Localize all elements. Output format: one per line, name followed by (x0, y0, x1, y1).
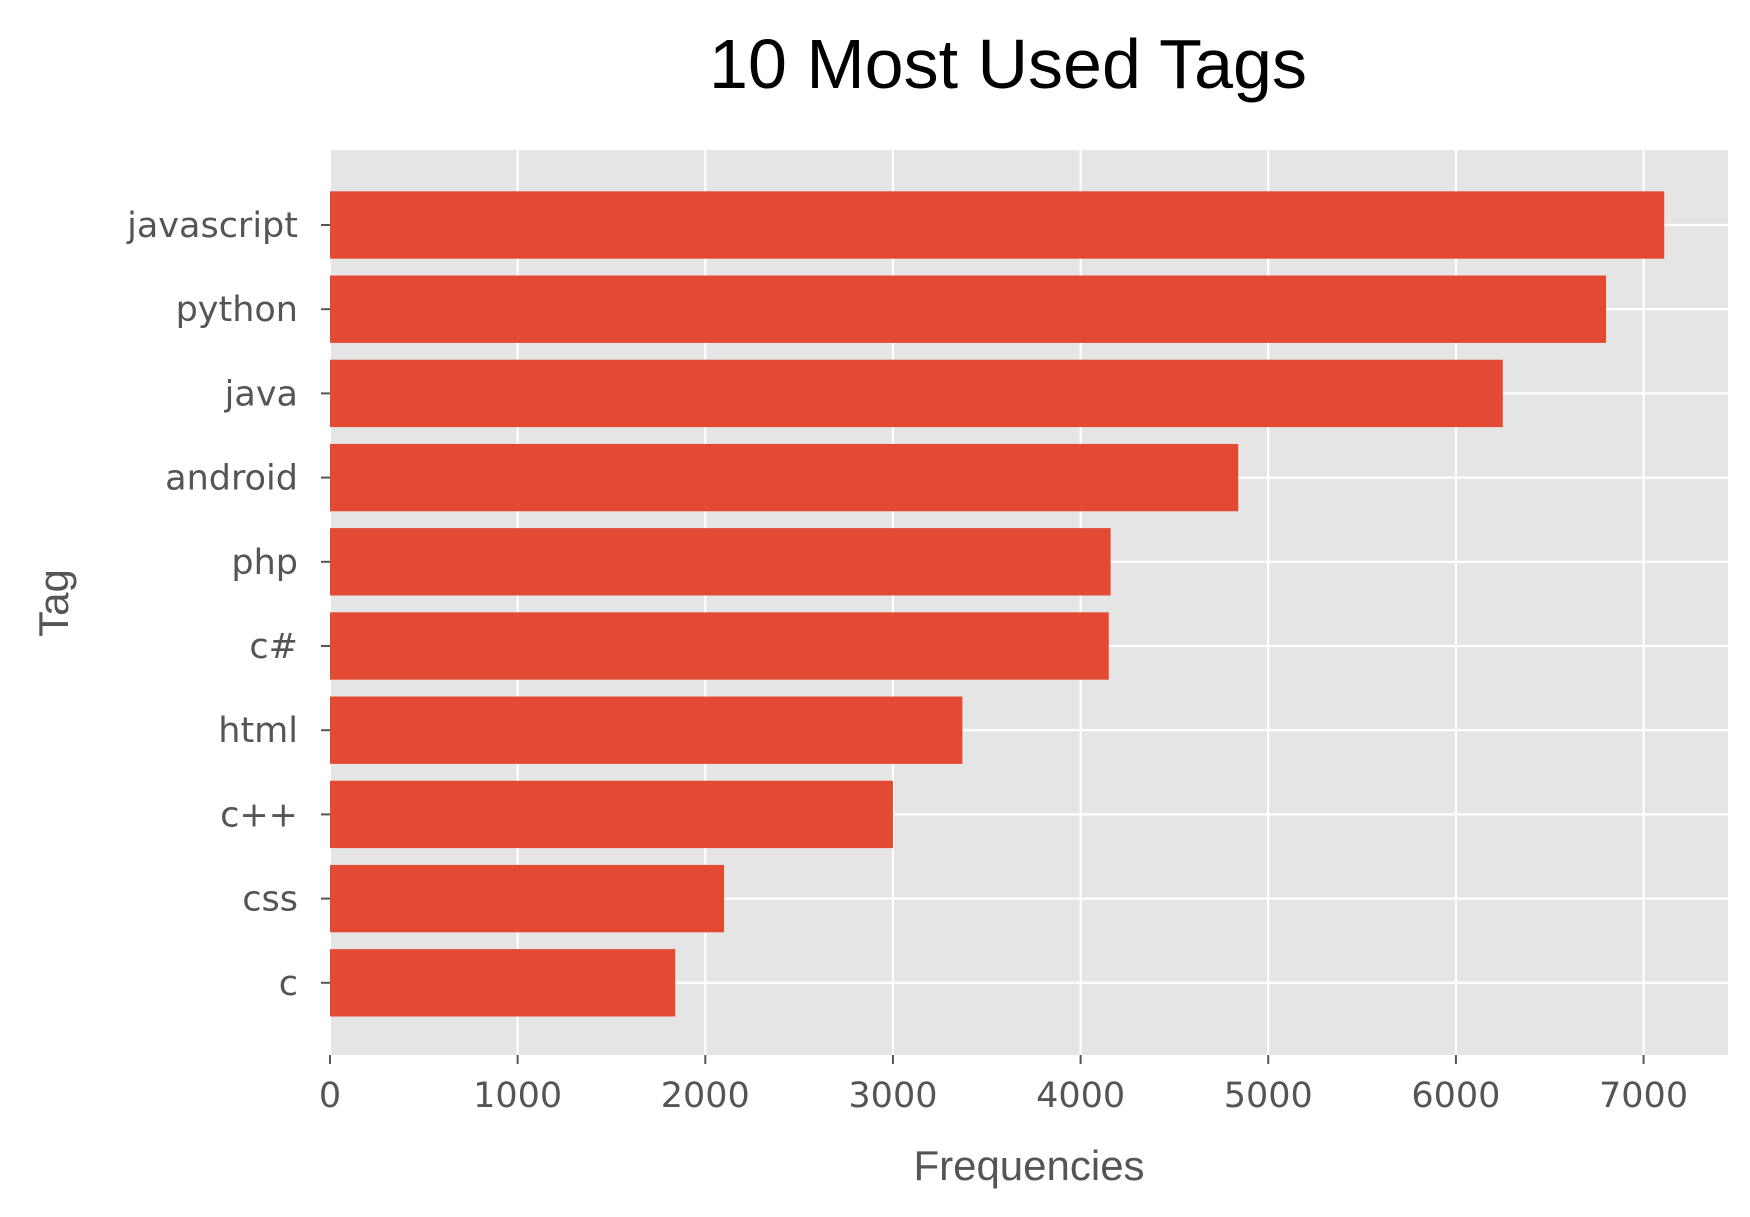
y-tick-label: c# (249, 627, 298, 667)
bar-css (330, 864, 725, 933)
y-tick-label: javascript (126, 206, 298, 246)
x-tick-label: 7000 (1599, 1076, 1688, 1116)
y-axis-ticks: javascript python java android php c# html c++ c… (126, 206, 330, 1004)
bar-python (330, 275, 1607, 343)
x-tick-label: 5000 (1224, 1076, 1313, 1116)
bars (330, 191, 1665, 1017)
bar-java (330, 359, 1503, 428)
x-tick-label: 1000 (473, 1076, 562, 1116)
x-tick-label: 6000 (1411, 1076, 1500, 1116)
bar-c (330, 949, 676, 1017)
x-tick-label: 0 (319, 1076, 341, 1116)
bar-android (330, 443, 1239, 512)
chart-title: 10 Most Used Tags (709, 25, 1307, 103)
bar-javascript (330, 191, 1665, 259)
bar-cplusplus (330, 780, 893, 849)
y-tick-label: php (231, 543, 298, 583)
y-tick-label: python (176, 290, 298, 330)
y-tick-label: c++ (220, 795, 298, 835)
bar-html (330, 696, 963, 764)
x-axis-label: Frequencies (913, 1142, 1144, 1189)
y-tick-label: html (218, 711, 298, 751)
x-tick-label: 3000 (848, 1076, 937, 1116)
x-axis-ticks: 0 1000 2000 3000 4000 5000 6000 7000 (319, 1055, 1688, 1116)
x-tick-label: 2000 (661, 1076, 750, 1116)
y-tick-label: css (242, 880, 298, 920)
bar-php (330, 528, 1111, 596)
y-tick-label: android (165, 459, 298, 499)
x-tick-label: 4000 (1036, 1076, 1125, 1116)
y-axis-label: Tag (30, 569, 77, 637)
bar-csharp (330, 612, 1109, 680)
y-tick-label: java (224, 374, 298, 414)
y-tick-label: c (279, 964, 298, 1004)
